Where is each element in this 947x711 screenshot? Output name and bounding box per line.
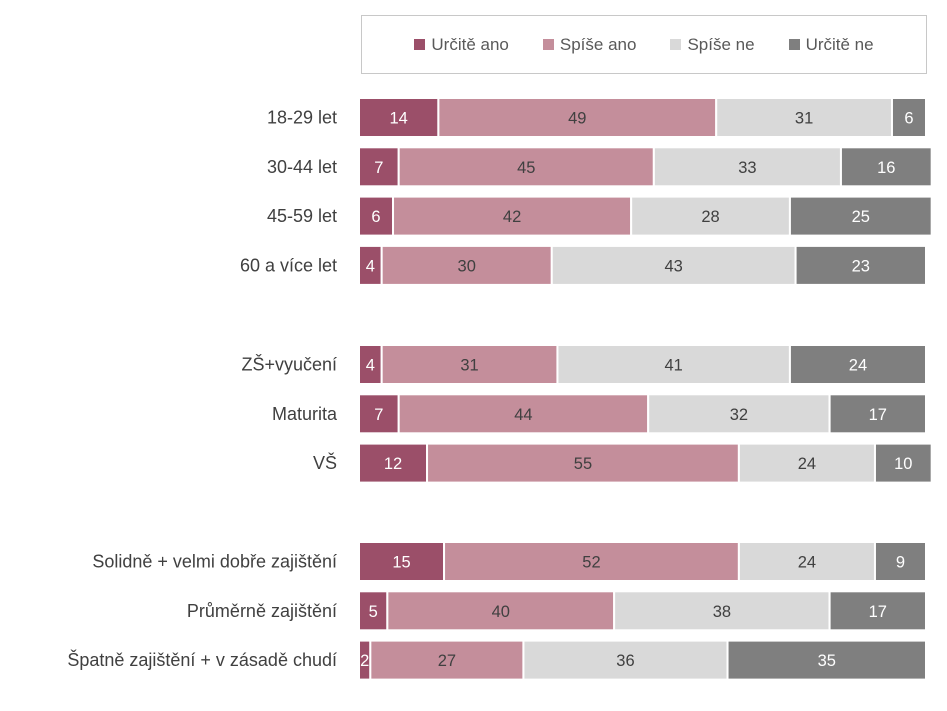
data-label: 23 — [852, 257, 870, 275]
data-label: 4 — [366, 357, 375, 375]
data-label: 24 — [798, 554, 816, 572]
legend-label: Spíše ne — [687, 34, 755, 54]
legend-swatch — [414, 39, 426, 50]
bar-segment — [522, 639, 729, 681]
category-label: ZŠ+vyučení — [241, 354, 337, 375]
category-label: Průměrně zajištění — [187, 601, 337, 621]
data-label: 6 — [371, 208, 380, 226]
bar-segment — [443, 541, 740, 582]
bar-segment — [397, 393, 650, 435]
data-label: 16 — [877, 159, 895, 177]
data-label: 4 — [366, 257, 375, 275]
legend-item: Spíše ano — [542, 34, 637, 55]
bar-segment — [369, 639, 525, 681]
data-label: 44 — [514, 406, 532, 424]
category-label: 60 a více let — [240, 255, 337, 275]
data-label: 15 — [392, 554, 410, 572]
data-label: 35 — [818, 652, 836, 670]
data-label: 31 — [795, 110, 813, 128]
bar-segment — [828, 393, 927, 435]
data-label: 2 — [360, 652, 369, 670]
data-label: 6 — [904, 110, 913, 128]
data-label: 40 — [492, 603, 510, 621]
data-label: 14 — [390, 110, 408, 128]
bar-segment — [828, 590, 927, 632]
category-label: 45-59 let — [267, 206, 337, 226]
bar-segment — [794, 244, 928, 286]
data-label: 49 — [568, 110, 586, 128]
chart-legend: Určitě ano Spíše ano Spíše ne Určitě ne — [361, 15, 927, 74]
data-label: 17 — [869, 603, 887, 621]
bar-segment — [556, 344, 791, 385]
data-label: 55 — [574, 455, 592, 473]
bar-segment — [380, 244, 553, 286]
bar-segment — [380, 344, 559, 385]
category-label: 18-29 let — [267, 108, 337, 128]
legend-label: Určitě ano — [431, 34, 509, 54]
bar-segment — [890, 97, 927, 138]
legend-label: Určitě ne — [805, 34, 874, 54]
data-label: 42 — [503, 208, 521, 226]
data-label: 31 — [460, 357, 478, 375]
category-label: 30-44 let — [267, 157, 337, 177]
bar-segment — [392, 195, 633, 237]
bar-segment — [839, 146, 933, 188]
bar-segment — [397, 146, 655, 188]
bar-segment — [426, 442, 740, 484]
bar-segment — [647, 393, 831, 435]
bar-segment — [788, 344, 927, 385]
data-label: 28 — [701, 208, 719, 226]
data-label: 41 — [665, 357, 683, 375]
data-label: 17 — [869, 406, 887, 424]
legend-label: Spíše ano — [559, 34, 637, 54]
category-label: VŠ — [313, 452, 337, 473]
legend-swatch — [542, 39, 554, 50]
data-label: 12 — [384, 455, 402, 473]
data-label: 9 — [896, 554, 905, 572]
data-label: 5 — [369, 603, 378, 621]
data-label: 24 — [849, 357, 867, 375]
bar-segment — [737, 541, 876, 582]
data-label: 38 — [713, 603, 731, 621]
data-label: 45 — [517, 159, 535, 177]
bar-segment — [788, 195, 933, 237]
category-label: Špatně zajištění + v zásadě chudí — [67, 649, 337, 670]
data-label: 36 — [616, 652, 634, 670]
bar-segment — [437, 97, 718, 138]
data-label: 30 — [458, 257, 476, 275]
bar-segment — [873, 541, 927, 582]
data-label: 7 — [374, 406, 383, 424]
data-label: 52 — [582, 554, 600, 572]
data-label: 32 — [730, 406, 748, 424]
data-label: 27 — [438, 652, 456, 670]
data-label: 24 — [798, 455, 816, 473]
bar-segment — [737, 442, 876, 484]
data-label: 43 — [665, 257, 683, 275]
data-label: 33 — [738, 159, 756, 177]
bar-segment — [726, 639, 927, 681]
legend-item: Určitě ano — [414, 34, 509, 55]
bar-segment — [873, 442, 933, 484]
bar-segment — [550, 244, 797, 286]
category-label: Maturita — [272, 404, 338, 424]
legend-swatch — [788, 39, 800, 50]
bar-segment — [358, 393, 400, 435]
category-label: Solidně + velmi dobře zajištění — [92, 552, 337, 572]
bar-segment — [358, 442, 429, 484]
data-label: 25 — [852, 208, 870, 226]
data-label: 10 — [894, 455, 912, 473]
data-label: 7 — [374, 159, 383, 177]
legend-item: Spíše ne — [670, 34, 755, 55]
legend-item: Určitě ne — [788, 34, 874, 55]
legend-swatch — [670, 39, 682, 50]
